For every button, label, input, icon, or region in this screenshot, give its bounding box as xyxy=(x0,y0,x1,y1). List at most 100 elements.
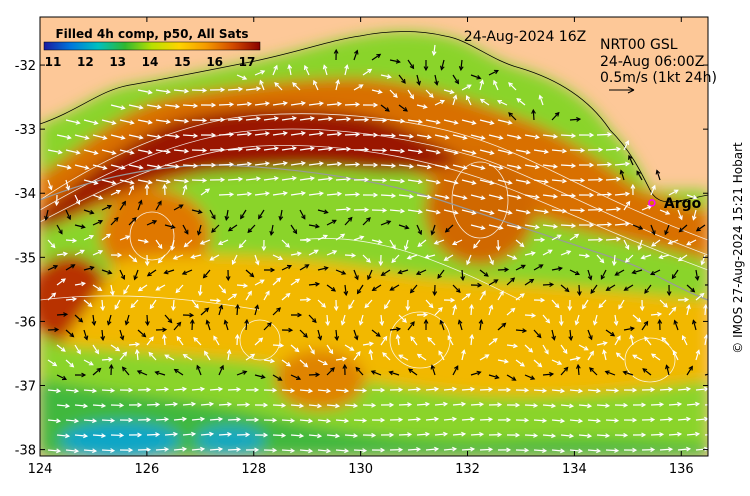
current-arrow xyxy=(425,448,439,451)
current-arrow xyxy=(119,351,127,361)
current-arrowhead xyxy=(322,360,329,366)
current-arrow xyxy=(191,149,207,152)
current-arrowhead xyxy=(124,320,130,326)
current-arrowhead xyxy=(569,433,575,439)
current-arrowhead xyxy=(426,134,432,140)
current-arrow xyxy=(479,354,489,361)
current-arrowhead xyxy=(209,401,215,407)
current-arrow xyxy=(497,322,506,331)
current-arrow xyxy=(272,65,278,76)
current-arrow xyxy=(164,314,173,323)
current-arrowhead xyxy=(227,401,233,407)
current-arrowhead xyxy=(98,195,104,200)
current-arrowhead xyxy=(61,375,68,381)
current-arrow xyxy=(447,335,454,346)
current-arrowhead xyxy=(479,401,485,407)
current-arrow xyxy=(355,367,364,376)
current-arrow xyxy=(551,389,565,392)
current-arrow xyxy=(254,374,265,379)
current-arrowhead xyxy=(600,274,606,280)
current-arrow xyxy=(156,284,166,291)
current-arrow xyxy=(362,342,373,346)
current-arrowhead xyxy=(129,184,134,190)
current-arrowhead xyxy=(461,349,466,355)
current-arrow xyxy=(272,277,281,286)
current-arrow xyxy=(434,307,443,316)
current-arrow xyxy=(45,209,49,220)
current-arrow xyxy=(173,388,187,391)
current-arrowhead xyxy=(211,214,216,220)
current-arrow xyxy=(443,209,458,214)
current-arrowhead xyxy=(624,139,630,146)
current-arrow xyxy=(274,82,283,91)
current-arrow xyxy=(281,147,296,151)
current-arrow xyxy=(569,449,583,452)
current-arrowhead xyxy=(443,256,449,261)
current-arrow xyxy=(524,252,535,256)
current-arrow xyxy=(224,320,229,331)
current-arrow xyxy=(398,314,407,323)
current-arrow xyxy=(614,336,621,346)
current-arrow xyxy=(146,104,161,109)
current-arrow xyxy=(218,239,229,245)
current-arrowhead xyxy=(417,230,422,236)
current-arrowhead xyxy=(327,146,334,152)
current-arrowhead xyxy=(405,306,411,312)
colorbar-tick-label: 11 xyxy=(45,55,62,69)
current-arrow xyxy=(686,366,693,376)
current-arrowhead xyxy=(111,150,117,155)
current-arrowhead xyxy=(229,132,235,137)
current-arrowhead xyxy=(519,293,525,298)
current-arrow xyxy=(389,179,404,182)
current-arrow xyxy=(587,269,592,280)
current-arrowhead xyxy=(536,333,542,339)
current-arrow xyxy=(155,388,169,391)
current-arrow xyxy=(263,359,274,362)
current-arrowhead xyxy=(557,360,563,365)
current-arrow xyxy=(461,388,475,391)
current-arrowhead xyxy=(353,433,359,439)
current-arrowhead xyxy=(636,317,642,323)
current-arrowhead xyxy=(380,271,386,276)
current-arrow xyxy=(101,329,104,341)
current-arrow xyxy=(281,117,296,121)
current-arrow xyxy=(206,320,211,331)
current-arrowhead xyxy=(60,347,66,352)
current-arrowhead xyxy=(637,245,643,251)
current-arrow xyxy=(299,264,309,271)
current-arrowhead xyxy=(592,320,598,326)
current-arrowhead xyxy=(174,133,181,139)
current-arrowhead xyxy=(327,116,334,122)
current-arrow xyxy=(65,389,79,392)
current-arrowhead xyxy=(434,446,440,452)
current-arrow xyxy=(227,418,241,421)
current-arrowhead xyxy=(334,336,340,342)
current-arrowhead xyxy=(489,260,494,266)
current-arrowhead xyxy=(165,149,171,155)
current-arrowhead xyxy=(666,291,672,297)
current-arrowhead xyxy=(331,219,337,225)
current-arrow xyxy=(128,134,143,139)
current-arrowhead xyxy=(590,289,595,295)
current-arrowhead xyxy=(510,277,516,283)
current-arrow xyxy=(542,249,553,256)
current-arrowhead xyxy=(552,163,559,169)
current-arrow xyxy=(389,119,404,122)
y-axis: -32-33-34-35-36-37-38 xyxy=(15,59,708,459)
current-arrow xyxy=(65,239,77,242)
current-arrowhead xyxy=(218,416,224,422)
current-arrow xyxy=(245,87,260,91)
current-arrow xyxy=(678,254,688,262)
current-arrowhead xyxy=(247,191,253,197)
current-arrowhead xyxy=(50,243,56,249)
current-arrowhead xyxy=(264,161,271,166)
timestamp: 24-Aug-2024 16Z xyxy=(464,29,586,45)
current-arrow xyxy=(74,314,83,323)
current-arrowhead xyxy=(155,286,161,291)
current-arrow xyxy=(479,291,486,301)
current-arrow xyxy=(110,217,119,226)
current-arrowhead xyxy=(403,245,409,251)
current-arrowhead xyxy=(193,336,199,342)
current-arrow xyxy=(596,342,607,346)
